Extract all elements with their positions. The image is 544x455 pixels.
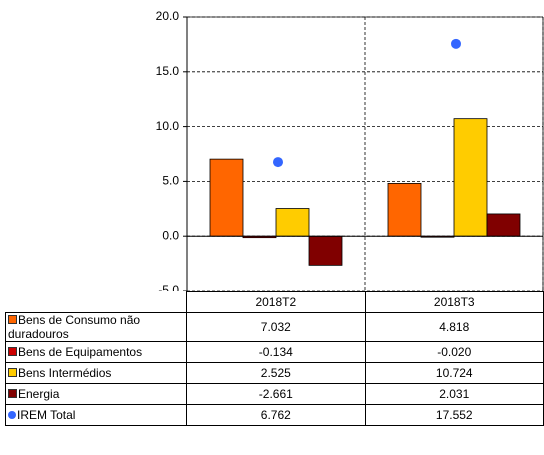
value-cell: -2.661	[186, 383, 366, 405]
series-row: Bens Intermédios 2.525 10.724	[4, 362, 544, 384]
bar	[209, 158, 244, 237]
series-row: Bens de Consumo não duradouros 7.032 4.818	[4, 312, 544, 342]
legend-label: Bens Intermédios	[18, 366, 112, 380]
chart: -5.0 0.0 5.0 10.0 15.0 20.0	[156, 9, 544, 291]
series-row: IREM Total 6.762 17.552	[4, 404, 544, 426]
legend-label: Bens de Equipamentos	[18, 345, 143, 359]
bar	[308, 235, 343, 266]
series-row: Energia -2.661 2.031	[4, 383, 544, 405]
value-cell: 7.032	[186, 312, 366, 342]
bar	[387, 182, 422, 237]
legend-cell: Bens de Consumo não duradouros	[4, 312, 188, 342]
value-cell: 10.724	[364, 362, 544, 384]
value-cell: 17.552	[364, 404, 544, 426]
legend-swatch	[8, 389, 17, 398]
corner-cell	[6, 292, 187, 313]
y-tick-label: 5.0	[162, 174, 179, 188]
legend-label: Bens de Consumo não duradouros	[8, 313, 141, 341]
header-row: 2018T2 2018T3	[6, 291, 544, 313]
marker	[451, 38, 461, 49]
legend-label: Energia	[18, 387, 60, 401]
legend-label: IREM Total	[17, 408, 76, 422]
x-tick-label: 2018T2	[186, 291, 366, 313]
marker	[273, 157, 283, 168]
series-row: Bens de Equipamentos -0.134 -0.020	[4, 341, 544, 363]
legend-cell: Energia	[4, 383, 188, 405]
y-tick-label: 20.0	[156, 9, 180, 23]
x-tick-label: 2018T3	[364, 291, 544, 313]
legend-swatch	[8, 368, 17, 377]
value-cell: 6.762	[186, 404, 366, 426]
legend-swatch	[8, 411, 16, 419]
data-table: 2018T2 2018T3 Bens de Consumo não duradour…	[4, 291, 544, 426]
bar	[453, 118, 488, 237]
legend-cell: Bens de Equipamentos	[4, 341, 188, 363]
value-cell: 2.525	[186, 362, 366, 384]
y-tick-label: 10.0	[156, 119, 180, 133]
legend-swatch	[8, 347, 17, 356]
value-cell: -0.134	[186, 341, 366, 363]
y-tick-label: 15.0	[156, 64, 180, 78]
y-tick-label: 0.0	[162, 228, 179, 242]
value-cell: 4.818	[364, 312, 544, 342]
legend-cell: IREM Total	[4, 404, 188, 426]
value-cell: 2.031	[364, 383, 544, 405]
y-tick-label: -5.0	[158, 283, 179, 291]
bar	[275, 208, 310, 237]
value-cell: -0.020	[364, 341, 544, 363]
legend-swatch	[8, 315, 17, 324]
legend-cell: Bens Intermédios	[4, 362, 188, 384]
bar	[486, 213, 521, 237]
